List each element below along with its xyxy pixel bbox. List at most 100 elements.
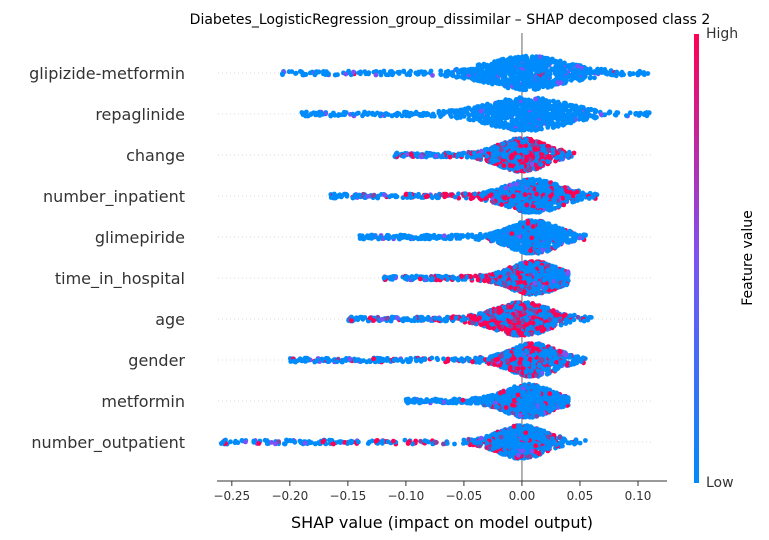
shap-point [525, 182, 531, 188]
shap-point [366, 235, 372, 241]
shap-point [501, 163, 507, 169]
shap-point [335, 72, 340, 78]
shap-point [562, 114, 567, 120]
shap-point [423, 194, 429, 200]
shap-point [503, 185, 509, 191]
shap-point [512, 57, 518, 62]
shap-point [518, 222, 523, 228]
shap-point [550, 225, 556, 231]
shap-point [561, 202, 567, 208]
shap-point [641, 112, 647, 117]
shap-point [492, 121, 498, 127]
shap-point [300, 112, 306, 117]
shap-point [351, 69, 356, 75]
shap-point [518, 71, 523, 77]
shap-point [293, 71, 298, 76]
shap-point [511, 68, 516, 74]
shap-point [530, 176, 536, 182]
shap-point [524, 202, 530, 208]
shap-point [517, 95, 523, 101]
shap-point [533, 96, 539, 102]
shap-point [541, 188, 547, 193]
shap-point [536, 225, 542, 231]
shap-point [466, 116, 472, 122]
chart-title: Diabetes_LogisticRegression_group_dissim… [190, 12, 711, 28]
shap-point [280, 72, 285, 78]
shap-point [545, 236, 551, 242]
shap-point [479, 148, 484, 154]
shap-point [524, 225, 529, 230]
shap-point [452, 194, 458, 200]
shap-point [413, 153, 419, 159]
shap-point [558, 80, 564, 86]
shap-point [534, 191, 539, 197]
shap-point [505, 85, 511, 91]
shap-point [592, 107, 598, 113]
shap-point [614, 69, 620, 75]
shap-point [516, 205, 522, 210]
shap-point [467, 112, 472, 118]
shap-point [539, 107, 545, 113]
shap-point [600, 68, 606, 74]
shap-point [433, 153, 439, 159]
shap-point [540, 59, 546, 64]
shap-point [560, 150, 565, 156]
shap-point [508, 198, 514, 203]
shap-point [430, 73, 435, 78]
shap-point [558, 72, 563, 78]
shap-point [385, 112, 391, 117]
shap-point [529, 180, 535, 186]
shap-point [493, 108, 499, 113]
shap-point [506, 97, 512, 103]
shap-point [499, 228, 505, 234]
shap-point [571, 111, 576, 117]
shap-point [466, 149, 471, 155]
shap-point [462, 70, 468, 76]
shap-point [332, 112, 338, 118]
shap-point [530, 224, 536, 229]
shap-point [547, 155, 552, 160]
shap-point [530, 154, 536, 159]
shap-point [493, 153, 499, 159]
shap-point [512, 127, 518, 133]
shap-point [541, 241, 547, 247]
shap-point [554, 155, 560, 161]
shap-point [485, 65, 491, 71]
shap-point [522, 192, 528, 198]
shap-point [522, 63, 528, 69]
shap-point [457, 113, 463, 119]
shap-point [586, 195, 592, 201]
shap-point [431, 113, 437, 119]
shap-point [544, 120, 550, 126]
shap-point [536, 202, 542, 208]
shap-point [564, 195, 570, 200]
shap-point [419, 154, 424, 160]
shap-point [497, 58, 503, 63]
shap-point [514, 118, 519, 123]
shap-point [592, 75, 597, 81]
shap-point [533, 87, 538, 92]
shap-point [413, 109, 419, 115]
shap-point [539, 78, 545, 83]
shap-point [455, 234, 461, 240]
shap-point [514, 181, 520, 187]
shap-point [573, 105, 579, 111]
shap-point [550, 147, 556, 153]
shap-point [326, 71, 331, 77]
shap-point [570, 199, 576, 205]
shap-point [541, 83, 547, 89]
shap-point [360, 113, 365, 119]
shap-point [553, 121, 559, 127]
shap-point [490, 147, 496, 152]
shap-point [438, 68, 444, 74]
shap-point [633, 111, 639, 116]
shap-point [395, 69, 401, 75]
shap-point [571, 150, 577, 156]
shap-point [630, 71, 636, 77]
shap-point [521, 109, 527, 115]
shap-point [507, 226, 513, 232]
shap-point [552, 197, 557, 202]
shap-point [511, 237, 516, 243]
shap-point [501, 154, 507, 160]
shap-point [566, 151, 571, 157]
